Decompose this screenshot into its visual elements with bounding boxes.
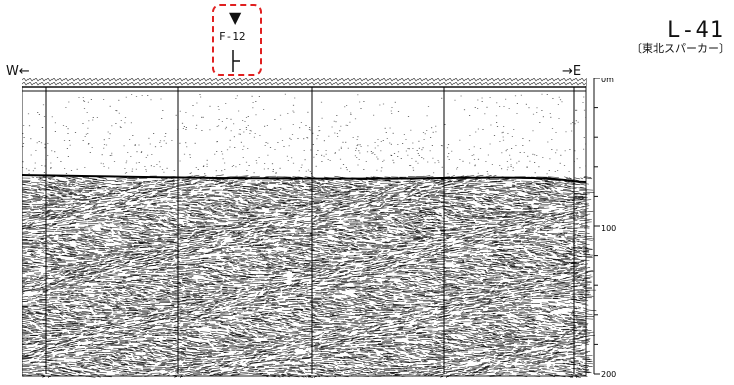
fault-tick-icon [232,50,240,72]
line-title: L-41 [667,18,724,43]
depth-label-200: 200 [601,370,616,378]
west-direction-label: W← [6,64,30,79]
fault-highlight-box [212,4,262,76]
shot-point-label: 5 5 [174,376,184,378]
shot-point-lines [45,87,575,374]
shot-point-labels: 5 5 5 5 5 5 5 5 5 5 [42,376,580,378]
depth-label-0: 0m [601,78,614,84]
survey-note: 〔東北スパーカー〕 [631,42,730,55]
reflection-texture [22,93,597,378]
shot-point-label: 5 5 [440,376,450,378]
seismic-section: 5 5 5 5 5 5 5 5 5 5 0m 100 200 [22,78,616,378]
surface-noise [22,78,586,86]
shot-point-label: 5 5 [570,376,580,378]
shot-point-label: 5 5 [42,376,52,378]
fault-label: F-12 [219,30,246,43]
fault-triangle-icon: ▼ [229,8,242,27]
depth-scale: 0m 100 200 [593,78,616,378]
shot-point-label: 5 5 [308,376,318,378]
east-direction-label: →E [562,64,582,79]
depth-label-100: 100 [601,224,616,233]
